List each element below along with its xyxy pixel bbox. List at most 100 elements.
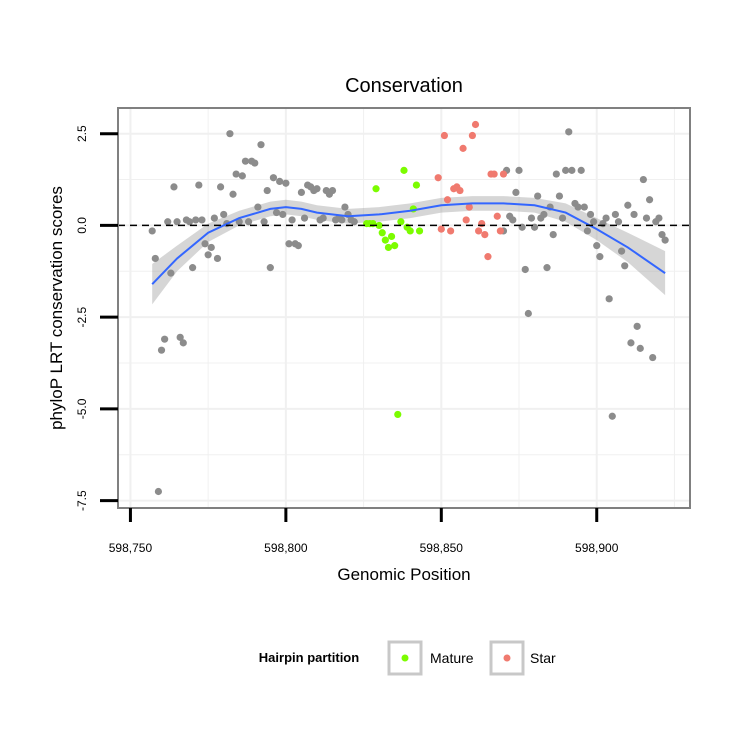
y-tick-label: -5.0 [75,398,89,419]
point-mature [372,185,380,193]
x-axis-title: Genomic Position [337,565,470,584]
point-other [276,177,284,185]
point-other [210,214,218,222]
point-other [338,216,346,224]
point-other [288,216,296,224]
point-other [534,192,542,200]
legend-label-mature: Mature [430,650,474,666]
point-other [269,174,278,182]
y-tick-label: -7.5 [75,490,89,511]
point-other [179,339,187,347]
point-other [170,183,178,191]
point-other [639,175,647,184]
point-other [621,262,629,270]
panel-border [117,107,691,509]
panel-background [118,108,690,508]
point-other [562,166,570,174]
point-other [642,214,651,222]
point-other [244,218,253,226]
plot-panel [117,107,691,509]
point-other [148,227,156,235]
point-other [627,339,635,347]
point-other [655,214,663,222]
point-star [484,253,492,261]
point-other [549,231,557,239]
point-star [462,216,470,224]
y-tick-label: -2.5 [75,307,89,328]
point-other [577,166,585,174]
point-other [509,216,517,224]
point-mature [378,229,386,237]
legend-title: Hairpin partition [259,650,359,665]
point-other [590,218,598,226]
point-other [266,264,274,272]
point-mature [391,242,399,250]
point-other [608,412,616,420]
y-tick-label: 0.0 [75,217,89,234]
point-other [238,172,246,180]
point-other [515,166,523,174]
point-mature [394,410,402,419]
point-other [512,188,520,197]
point-other [260,218,268,226]
point-other [195,181,203,189]
point-other [192,216,200,224]
point-other [350,218,358,226]
legend-item-star: Star [489,640,556,676]
point-other [198,216,206,224]
point-other [257,141,265,149]
x-tick-label: 598,750 [109,541,153,555]
point-other [189,264,197,272]
y-tick-label: 2.5 [75,125,89,142]
point-other [254,203,262,211]
point-other [167,269,175,277]
point-other [251,159,259,167]
point-other [232,170,240,178]
point-other [568,166,576,174]
point-star [499,170,508,178]
point-mature [400,166,408,174]
smooth-confidence-band [152,196,666,305]
point-other [241,157,250,165]
chart-title: Conservation [345,75,463,97]
point-star [465,203,473,211]
point-mature [384,243,393,252]
point-other [624,201,632,209]
point-other [341,203,349,211]
point-other [552,170,560,178]
point-other [580,203,588,211]
point-star [475,227,483,235]
point-star [440,131,449,140]
point-other [185,218,194,226]
point-star [481,231,489,239]
point-mature [397,218,405,226]
x-tick-label: 598,800 [264,541,308,555]
point-mature [381,236,389,244]
x-axis: 598,750 598,800 598,850 598,900 [109,508,619,555]
point-star [443,196,452,204]
point-star [493,212,501,220]
legend-swatch-star [503,654,511,662]
point-other [618,247,626,255]
point-other [614,218,623,226]
point-other [204,251,212,259]
point-other [216,183,225,191]
point-other [157,346,166,354]
point-other [649,353,657,362]
point-other [328,186,337,195]
point-other [630,210,638,219]
point-other [294,242,302,250]
point-other [263,186,271,195]
point-other [602,214,610,222]
point-mature [412,181,421,189]
point-other [279,210,287,219]
point-other [658,231,666,239]
point-other [543,264,551,272]
point-other [555,192,564,200]
point-other [524,309,532,318]
point-other [201,240,209,248]
point-other [272,208,281,217]
point-other [297,188,306,197]
legend-swatch-mature [401,654,409,662]
